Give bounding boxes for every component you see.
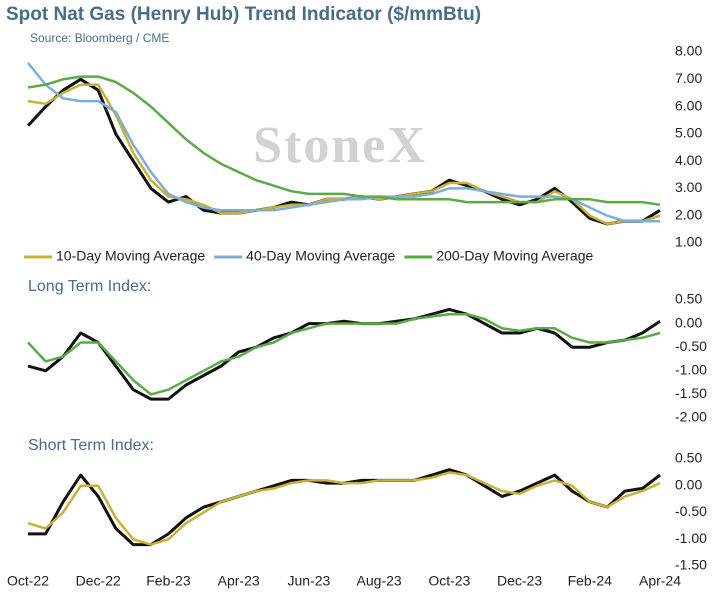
y-tick-label: -1.00 <box>675 362 707 378</box>
x-tick-label: Jun-23 <box>287 573 330 589</box>
y-tick-label: -1.00 <box>675 530 707 546</box>
x-tick-label: Oct-23 <box>428 573 470 589</box>
y-tick-label: 7.00 <box>675 70 702 86</box>
series-line <box>27 75 661 207</box>
panel-title: Short Term Index: <box>28 437 154 454</box>
series-line <box>28 468 661 547</box>
watermark: StoneX <box>253 117 427 174</box>
y-tick-label: 8.00 <box>675 43 702 59</box>
y-tick-label: 0.00 <box>675 314 702 330</box>
y-tick-label: -1.50 <box>675 557 707 573</box>
series-line <box>27 307 661 401</box>
x-tick-label: Oct-22 <box>7 573 49 589</box>
y-tick-label: -1.50 <box>675 385 707 401</box>
y-tick-label: 2.00 <box>675 206 702 222</box>
y-tick-label: 0.00 <box>675 476 702 492</box>
legend-label: 10-Day Moving Average <box>56 248 205 264</box>
x-tick-label: Feb-23 <box>146 573 191 589</box>
y-tick-label: 0.50 <box>675 291 702 307</box>
x-tick-label: Apr-23 <box>218 573 260 589</box>
panel-title: Long Term Index: <box>28 278 151 295</box>
y-tick-label: -0.50 <box>675 338 707 354</box>
y-tick-label: 5.00 <box>675 125 702 141</box>
x-tick-label: Feb-24 <box>568 573 613 589</box>
legend-label: 200-Day Moving Average <box>436 248 593 264</box>
subtitle: Source: Bloomberg / CME <box>30 31 169 45</box>
series-line <box>27 312 661 396</box>
y-tick-label: -2.00 <box>675 409 707 425</box>
y-tick-label: 0.50 <box>675 450 702 466</box>
legend-label: 40-Day Moving Average <box>246 248 395 264</box>
x-tick-label: Aug-23 <box>357 573 402 589</box>
series-line <box>27 471 661 546</box>
series-line <box>27 62 660 223</box>
chart-title: Spot Nat Gas (Henry Hub) Trend Indicator… <box>6 4 481 25</box>
y-tick-label: 3.00 <box>675 179 702 195</box>
x-tick-label: Apr-24 <box>639 573 681 589</box>
y-tick-label: 1.00 <box>675 234 702 250</box>
x-tick-label: Dec-23 <box>497 573 542 589</box>
y-tick-label: 4.00 <box>675 152 702 168</box>
x-tick-label: Dec-22 <box>76 573 121 589</box>
y-tick-label: -0.50 <box>675 503 707 519</box>
y-tick-label: 6.00 <box>675 97 702 113</box>
